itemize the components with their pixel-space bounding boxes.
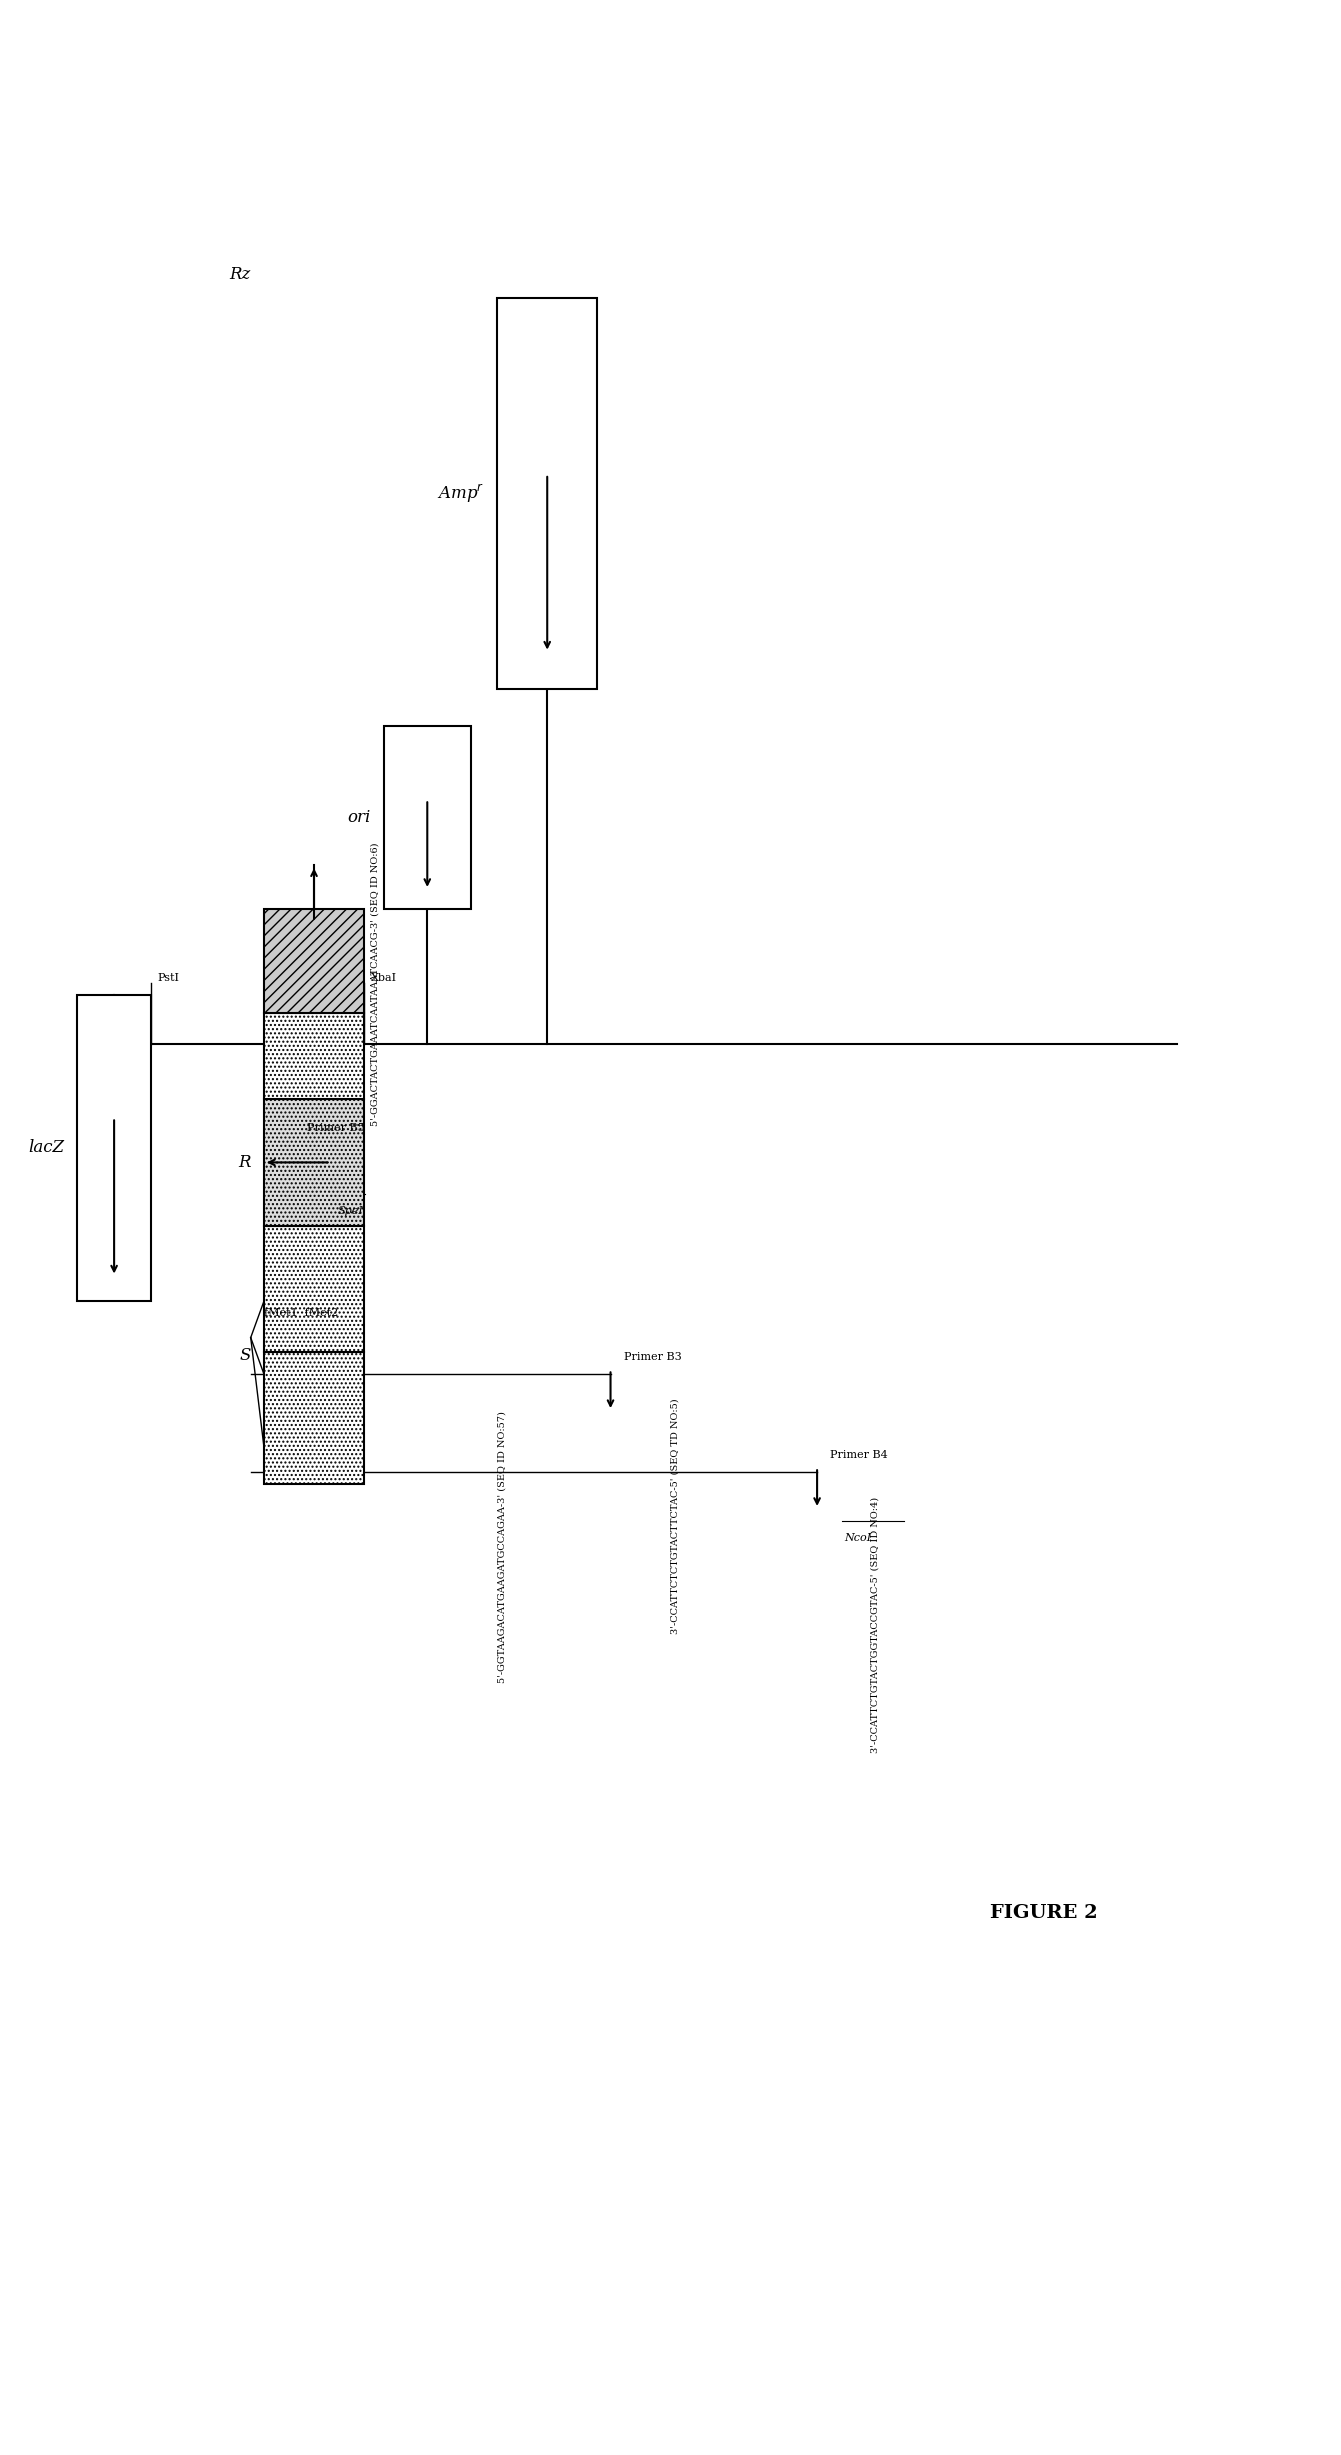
Text: R: R — [239, 1154, 251, 1171]
Text: FIGURE 2: FIGURE 2 — [990, 1903, 1097, 1922]
Text: 3'-CCATTCTCTGTACTTCTAC-5' (SEQ TD NO:5): 3'-CCATTCTCTGTACTTCTAC-5' (SEQ TD NO:5) — [670, 1399, 680, 1635]
Text: Primer B3: Primer B3 — [624, 1353, 681, 1363]
Text: 5'-GGTAAGACATGAAGATGCCAGAA-3' (SEQ ID NO:57): 5'-GGTAAGACATGAAGATGCCAGAA-3' (SEQ ID NO… — [498, 1412, 507, 1682]
Text: 5'-GGACTACTGAAATCAATAAATCAACG-3' (SEQ ID NO:6): 5'-GGACTACTGAAATCAATAAATCAACG-3' (SEQ ID… — [370, 842, 380, 1127]
Bar — [264, 908, 363, 1014]
Text: Rz: Rz — [229, 265, 251, 282]
Bar — [264, 1225, 363, 1353]
Text: 3'-CCATTCTGTACTGGTACCGTAC-5' (SEQ ID NO:4): 3'-CCATTCTGTACTGGTACCGTAC-5' (SEQ ID NO:… — [870, 1498, 880, 1753]
Text: ori: ori — [347, 810, 370, 827]
Text: XbaI: XbaI — [370, 972, 397, 982]
Text: lacZ: lacZ — [28, 1139, 64, 1156]
Text: PstI: PstI — [157, 972, 180, 982]
Text: fMet1  fMet2: fMet1 fMet2 — [264, 1309, 338, 1318]
Text: Amp$^r$: Amp$^r$ — [437, 481, 484, 506]
Text: Primer B5: Primer B5 — [307, 1122, 365, 1134]
Bar — [264, 1014, 363, 1100]
Bar — [498, 297, 597, 690]
Text: NcoI: NcoI — [843, 1534, 870, 1544]
Text: Primer B4: Primer B4 — [830, 1451, 888, 1461]
Text: S: S — [239, 1345, 251, 1363]
Bar — [384, 727, 471, 908]
Bar — [264, 1100, 363, 1225]
Bar — [78, 994, 150, 1301]
Text: SpeI: SpeI — [338, 1205, 363, 1218]
Bar — [264, 1353, 363, 1485]
